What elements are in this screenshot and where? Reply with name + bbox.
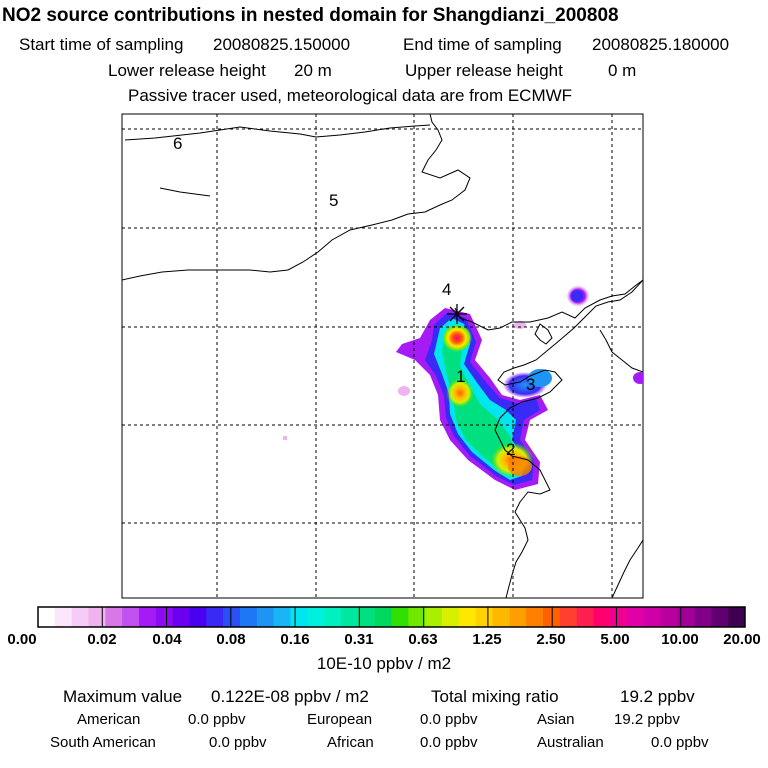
colorbar-swatch — [610, 607, 628, 627]
end-time-label: End time of sampling — [403, 35, 562, 54]
country-borders — [122, 114, 643, 331]
region-value-african: 0.0 ppbv — [420, 734, 478, 751]
region-name-american: American — [77, 711, 141, 728]
colorbar-swatch — [88, 607, 106, 627]
colorbar-swatch — [139, 607, 157, 627]
colorbar-swatch — [105, 607, 123, 627]
region-name-south-american: South American — [50, 734, 156, 751]
colorbar-swatch — [223, 607, 241, 627]
colorbar-swatch — [627, 607, 645, 627]
map-frame — [121, 113, 644, 599]
colorbar-swatch — [256, 607, 275, 627]
plot-title: NO2 source contributions in nested domai… — [2, 5, 619, 26]
colorbar-tick: 0.31 — [344, 631, 374, 648]
colorbar-tick: 10.00 — [661, 631, 699, 648]
colorbar-swatch — [408, 607, 426, 627]
graticule — [122, 114, 643, 598]
region-value-south-american: 0.0 ppbv — [209, 734, 267, 751]
total-mixing-value: 19.2 ppbv — [620, 687, 695, 706]
colorbar-swatch — [172, 607, 190, 627]
region-label-3: 3 — [526, 375, 536, 394]
colorbar-swatch — [677, 607, 695, 627]
colorbar-swatch — [38, 607, 56, 627]
upper-height-label: Upper release height — [405, 61, 563, 80]
colorbar-swatch — [492, 607, 510, 627]
lower-height-label: Lower release height — [108, 61, 266, 80]
colorbar-swatch — [425, 607, 443, 627]
colorbar-swatch — [71, 607, 89, 627]
tracer-note: Passive tracer used, meteorological data… — [128, 86, 573, 105]
end-time-value: 20080825.180000 — [592, 35, 730, 54]
colorbar — [37, 606, 746, 628]
colorbar-swatch — [593, 607, 611, 627]
colorbar-swatch — [357, 607, 376, 627]
colorbar-swatch — [54, 607, 73, 627]
colorbar-tick: 20.00 — [723, 631, 761, 648]
colorbar-swatch — [526, 607, 544, 627]
region-label-6: 6 — [173, 134, 183, 153]
colorbar-tick: 0.00 — [7, 631, 37, 648]
colorbar-swatch — [240, 607, 258, 627]
colorbar-swatch — [155, 607, 174, 627]
colorbar-swatch — [644, 607, 662, 627]
max-value-label: Maximum value — [63, 687, 183, 706]
colorbar-tick: 0.08 — [216, 631, 246, 648]
colorbar-swatch — [728, 607, 746, 627]
colorbar-tick: 0.63 — [408, 631, 438, 648]
colorbar-tick: 2.50 — [536, 631, 566, 648]
colorbar-swatch — [391, 607, 409, 627]
colorbar-swatch — [341, 607, 359, 627]
colorbar-swatch — [660, 607, 679, 627]
receptor-asterisk-star-icon — [447, 304, 467, 324]
colorbar-swatch — [559, 607, 578, 627]
colorbar-tick: 0.16 — [280, 631, 310, 648]
colorbar-swatch — [711, 607, 729, 627]
colorbar-swatch — [576, 607, 594, 627]
colorbar-frame — [37, 606, 746, 628]
region-name-european: European — [307, 711, 373, 728]
colorbar-swatch — [694, 607, 712, 627]
coastline — [494, 279, 643, 598]
region-value-asian: 19.2 ppbv — [614, 711, 680, 728]
region-label-4: 4 — [442, 280, 452, 299]
colorbar-tick: 1.25 — [472, 631, 502, 648]
colorbar-swatch — [206, 607, 224, 627]
colorbar-swatch — [458, 607, 477, 627]
colorbar-swatch — [509, 607, 527, 627]
upper-height-value: 0 m — [608, 61, 637, 80]
start-time-label: Start time of sampling — [19, 35, 184, 54]
region-value-european: 0.0 ppbv — [420, 711, 478, 728]
colorbar-swatch — [189, 607, 207, 627]
region-label-2: 2 — [506, 440, 516, 459]
max-value: 0.122E-08 ppbv / m2 — [211, 687, 369, 706]
start-time-value: 20080825.150000 — [213, 35, 351, 54]
colorbar-unit: 10E-10 ppbv / m2 — [316, 654, 452, 673]
colorbar-swatch — [273, 607, 291, 627]
region-name-australian: Australian — [537, 734, 604, 751]
lower-height-value: 20 m — [294, 61, 332, 80]
colorbar-tick: 5.00 — [600, 631, 630, 648]
total-mixing-label: Total mixing ratio — [431, 687, 559, 706]
colorbar-swatch — [475, 607, 493, 627]
colorbar-swatch — [307, 607, 325, 627]
region-label-5: 5 — [329, 191, 339, 210]
colorbar-swatch — [324, 607, 342, 627]
colorbar-swatch — [122, 607, 140, 627]
colorbar-swatch — [290, 607, 308, 627]
region-name-asian: Asian — [537, 711, 575, 728]
colorbar-swatch — [442, 607, 460, 627]
region-name-african: African — [327, 734, 374, 751]
region-label-1: 1 — [456, 367, 466, 386]
colorbar-tick: 0.02 — [87, 631, 117, 648]
colorbar-swatch — [543, 607, 561, 627]
region-value-american: 0.0 ppbv — [188, 711, 246, 728]
colorbar-tick: 0.04 — [152, 631, 182, 648]
colorbar-swatch — [374, 607, 392, 627]
region-value-australian: 0.0 ppbv — [651, 734, 709, 751]
